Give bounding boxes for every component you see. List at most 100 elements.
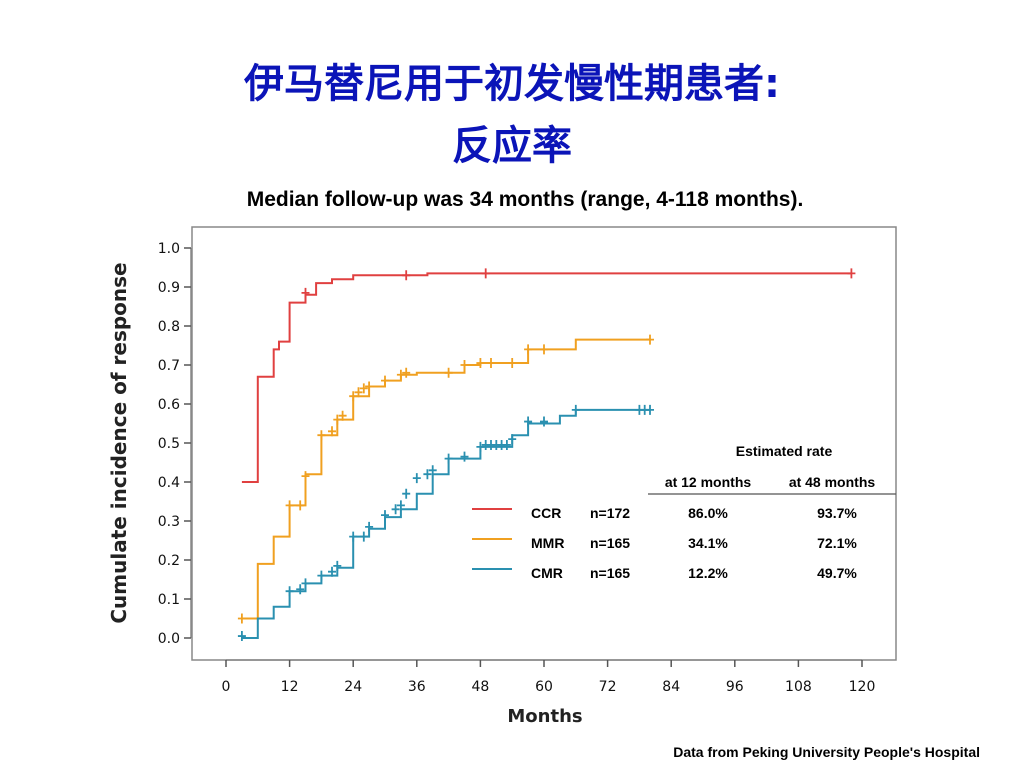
series-mmr-censor-6 [333, 414, 342, 425]
series-mmr-censor-7 [338, 410, 347, 421]
series-cmr-censor-4 [317, 570, 326, 581]
legend-n-mmr: n=165 [590, 535, 630, 551]
series-ccr-censor-1 [402, 270, 411, 281]
x-tick-label-36: 36 [408, 679, 426, 695]
series-cmr-censor-27 [540, 416, 548, 427]
series-mmr-censor-2 [296, 500, 305, 511]
series-cmr-censor-28 [571, 404, 580, 415]
series-cmr-censor-2 [296, 584, 305, 595]
series-cmr-line [241, 408, 650, 639]
series-mmr-censor-14 [402, 367, 411, 378]
legend-r12-mmr: 34.1% [688, 535, 728, 551]
y-tick-label-0.9: 0.9 [158, 280, 180, 296]
series-cmr-censor-31 [646, 404, 654, 415]
series-mmr-censor-22 [646, 334, 654, 345]
legend-r48-cmr: 49.7% [817, 565, 857, 581]
y-tick-label-0.0: 0.0 [158, 631, 180, 647]
series-cmr-censor-6 [333, 560, 342, 571]
legend-rows: CCR n=172 86.0% 93.7% MMR n=165 34.1% 72.1% CMR n… [472, 505, 857, 581]
series-cmr-censor-10 [381, 510, 389, 521]
legend-col2-header: at 48 months [789, 474, 876, 490]
y-tick-label-0.6: 0.6 [158, 397, 180, 413]
x-tick-label-24: 24 [344, 679, 362, 695]
series-cmr-censor-19 [476, 441, 485, 452]
series-mmr-censor-8 [349, 391, 358, 402]
legend-label-mmr: MMR [531, 535, 564, 551]
series-cmr-censor-11 [391, 504, 400, 515]
series-mmr-censor-19 [508, 358, 517, 369]
series-cmr-censor-26 [524, 416, 533, 427]
y-tick-label-0.7: 0.7 [158, 358, 180, 374]
legend-n-ccr: n=172 [590, 505, 630, 521]
series-mmr-censor-3 [301, 471, 310, 482]
series-mmr-censor-5 [328, 426, 336, 437]
series-cmr-censor-3 [301, 578, 310, 589]
series-mmr-censor-17 [476, 358, 485, 369]
x-tick-label-108: 108 [785, 679, 812, 695]
series-mmr-censor-11 [365, 381, 374, 392]
series-mmr-censor-16 [460, 360, 469, 370]
legend-r48-ccr: 93.7% [817, 505, 857, 521]
series-layer [237, 268, 856, 642]
series-cmr-censor-12 [396, 500, 405, 511]
series-ccr-censor-2 [481, 268, 490, 279]
source-footnote: Data from Peking University People's Hos… [673, 744, 980, 760]
x-tick-label-84: 84 [662, 679, 680, 695]
slide-title-line2: 反应率 [452, 123, 572, 169]
series-cmr-censor-9 [365, 521, 374, 532]
series-mmr-censor-9 [354, 387, 363, 398]
series-mmr-censor-1 [285, 500, 294, 511]
y-tick-label-0.4: 0.4 [158, 475, 180, 491]
x-axis: 0 12 24 36 48 60 72 84 96 108 120 [222, 659, 876, 695]
slide-title-line1: 伊马替尼用于初发慢性期患者: [244, 61, 780, 107]
series-ccr-censor-3 [847, 268, 856, 279]
series-cmr-censor-16 [428, 465, 437, 476]
y-tick-label-0.1: 0.1 [158, 592, 180, 608]
y-tick-label-0.8: 0.8 [158, 319, 180, 335]
series-ccr-censor-0 [301, 287, 310, 298]
legend-n-cmr: n=165 [590, 565, 630, 581]
legend-r48-mmr: 72.1% [817, 535, 857, 551]
x-tick-label-12: 12 [281, 679, 299, 695]
series-cmr-censor-17 [444, 453, 453, 464]
legend-label-ccr: CCR [531, 505, 561, 521]
series-cmr-censor-24 [502, 439, 511, 450]
x-tick-label-96: 96 [726, 679, 744, 695]
legend-label-cmr: CMR [531, 565, 563, 581]
series-cmr-censor-1 [285, 586, 294, 597]
x-axis-label: Months [507, 706, 582, 727]
series-cmr-censor-7 [349, 531, 358, 542]
legend-table: Estimated rate at 12 months at 48 months… [472, 443, 896, 581]
series-cmr-censor-18 [460, 451, 469, 462]
series-ccr-line [241, 272, 852, 483]
series-mmr-censor-20 [524, 344, 533, 355]
x-tick-label-0: 0 [222, 679, 231, 695]
series-mmr-line [241, 338, 650, 620]
x-tick-label-120: 120 [849, 679, 876, 695]
series-mmr-censor-18 [487, 358, 495, 369]
series-cmr-censor-13 [402, 488, 411, 499]
y-tick-label-0.3: 0.3 [158, 514, 180, 530]
series-cmr-censor-14 [412, 473, 421, 484]
series-cmr-censor-25 [508, 434, 517, 445]
slide-subtitle: Median follow-up was 34 months (range, 4… [246, 188, 804, 211]
series-mmr-censor-0 [237, 613, 246, 624]
x-tick-label-72: 72 [599, 679, 617, 695]
series-cmr-censor-0 [237, 631, 246, 642]
series-cmr-censor-5 [328, 566, 336, 577]
legend-r12-cmr: 12.2% [688, 565, 728, 581]
y-tick-label-0.5: 0.5 [158, 436, 180, 452]
x-tick-label-60: 60 [535, 679, 553, 695]
y-tick-label-1.0: 1.0 [158, 241, 180, 257]
series-cmr-censor-8 [359, 531, 368, 542]
y-axis-label: Cumulate incidence of response [107, 262, 131, 623]
series-mmr-censor-10 [359, 383, 368, 394]
series-mmr-censor-15 [444, 367, 453, 378]
legend-r12-ccr: 86.0% [688, 505, 728, 521]
series-mmr-censor-13 [396, 369, 405, 380]
y-axis: 0.0 0.1 0.2 0.3 0.4 0.5 0.6 0.7 0.8 0.9 1.0 [158, 241, 192, 647]
legend-col1-header: at 12 months [665, 474, 752, 490]
series-mmr-censor-21 [540, 344, 548, 355]
legend-header-title: Estimated rate [736, 443, 833, 459]
